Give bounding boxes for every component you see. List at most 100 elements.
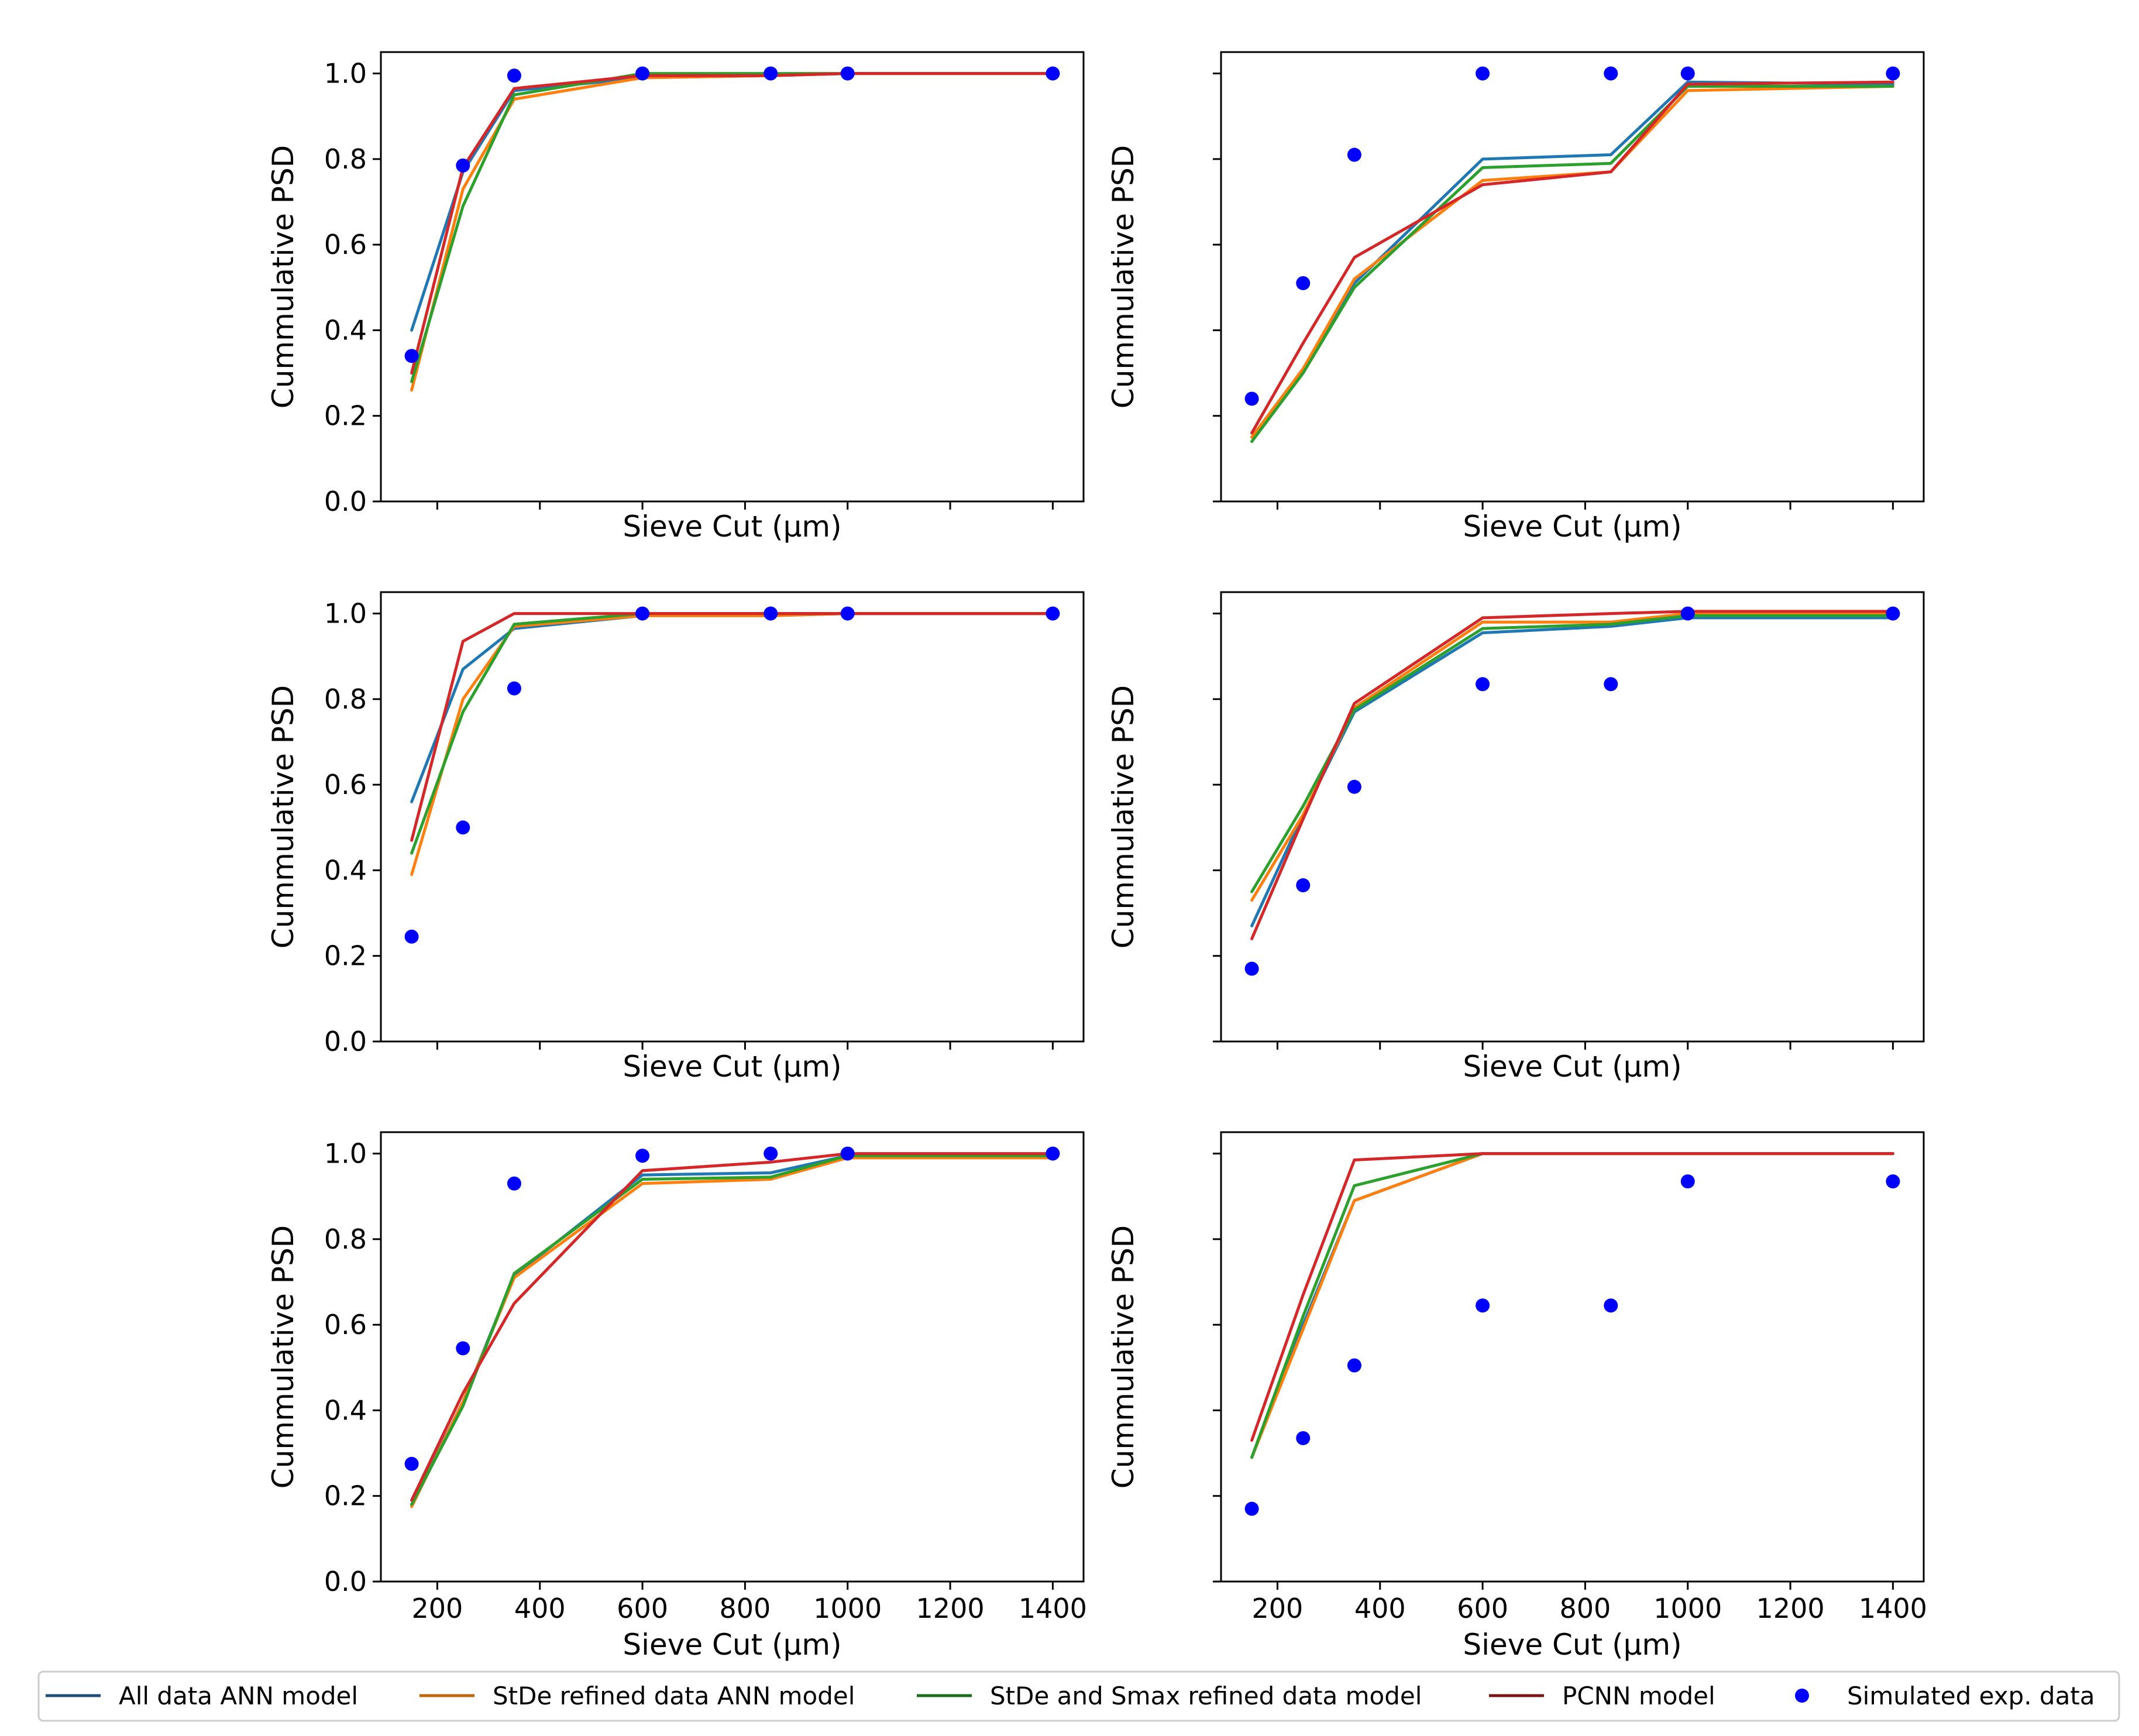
exp-data-point: [404, 929, 419, 944]
exp-data-point: [1046, 66, 1060, 81]
axes-frame: [1220, 591, 1925, 1043]
x-tick-label: 1200: [1756, 1593, 1825, 1624]
exp-data-point: [1680, 606, 1695, 621]
subplot-grid: 0.0 0.2 0.4 0.6 0.8 1.0 Sieve Cut (μm) Cummulat…: [266, 51, 1927, 1662]
exp-data-point: [1244, 391, 1259, 406]
exp-data-point: [1476, 66, 1490, 81]
x-axis-label: Sieve Cut (μm): [623, 1050, 841, 1084]
x-tick-label: 1400: [1019, 1593, 1087, 1624]
x-axis-label: Sieve Cut (μm): [1463, 510, 1681, 544]
axes-frame: [1220, 1131, 1925, 1583]
legend-frame: [37, 1670, 2120, 1722]
plot-area: [1221, 592, 1924, 1041]
exp-data-point: [1886, 606, 1900, 621]
exp-data-point: [1296, 276, 1311, 290]
subplot-2: Sieve Cut (μm) Cummulative PSD: [1106, 51, 1925, 544]
exp-data-point: [635, 66, 650, 81]
exp-data-point: [1347, 147, 1361, 162]
y-tick-label: 0.0: [324, 1026, 367, 1057]
axes-frame: [380, 591, 1085, 1043]
exp-data-point: [404, 349, 419, 363]
x-tick-label: 1000: [813, 1593, 882, 1624]
y-axis-label: Cummulative PSD: [1106, 145, 1140, 408]
exp-data-point: [1244, 1501, 1259, 1516]
legend: All data ANN model StDe refined data ANN…: [37, 1670, 2120, 1722]
y-tick-label: 0.0: [324, 1566, 367, 1597]
plot-area: [1221, 1132, 1924, 1582]
y-axis-label: Cummulative PSD: [266, 1225, 300, 1489]
y-tick-label: 0.8: [324, 143, 367, 175]
exp-data-point: [1476, 677, 1490, 692]
exp-data-point: [1680, 66, 1695, 81]
x-tick-label: 1000: [1653, 1593, 1722, 1624]
x-axis-label: Sieve Cut (μm): [1463, 1628, 1681, 1662]
y-axis-label: Cummulative PSD: [266, 685, 300, 948]
legend-label-all-data-ann: All data ANN model: [119, 1682, 358, 1710]
y-axis-label: Cummulative PSD: [266, 145, 300, 408]
y-tick-label: 0.6: [324, 769, 367, 800]
exp-data-point: [404, 1456, 419, 1471]
y-tick-label: 1.0: [324, 58, 367, 90]
exp-data-point: [1347, 1358, 1361, 1373]
y-tick-label: 0.4: [324, 1394, 367, 1426]
legend-label-stde-ann: StDe refined data ANN model: [493, 1682, 855, 1710]
x-tick-label: 400: [514, 1593, 566, 1624]
series-line-stde: [1250, 85, 1894, 439]
exp-data-point: [1886, 1174, 1900, 1189]
x-tick-label: 400: [1354, 1593, 1406, 1624]
axes-frame: [1220, 51, 1925, 503]
plot-area: [1221, 52, 1924, 501]
exp-data-point: [1604, 66, 1618, 81]
exp-data-point: [1604, 677, 1618, 692]
exp-data-point: [764, 66, 778, 81]
y-axis-label: Cummulative PSD: [1106, 685, 1140, 948]
y-axis-label: Cummulative PSD: [1106, 1225, 1140, 1489]
exp-data-point: [840, 1146, 855, 1161]
exp-data-point: [456, 158, 470, 173]
x-axis-label: Sieve Cut (μm): [1463, 1050, 1681, 1084]
exp-data-point: [1046, 1146, 1060, 1161]
y-tick-label: 0.4: [324, 854, 367, 886]
series-line-pcnn: [1250, 80, 1894, 435]
x-tick-label: 200: [412, 1593, 463, 1624]
y-tick-label: 0.8: [324, 1223, 367, 1255]
legend-label-simulated-exp: Simulated exp. data: [1847, 1682, 2095, 1710]
x-tick-label: 1200: [916, 1593, 985, 1624]
exp-data-point: [1604, 1298, 1618, 1313]
subplot-5: 0.0 0.2 0.4 0.6 0.8 1.0 200 400 600 800 1000 1200 14…: [266, 1131, 1087, 1662]
y-tick-label: 0.0: [324, 486, 367, 517]
subplot-6: 200 400 600 800 1000 1200 1400 Sieve Cut (μm) Cu…: [1106, 1131, 1927, 1662]
x-tick-label: 600: [617, 1593, 668, 1624]
plot-area: [381, 592, 1084, 1041]
exp-data-point: [456, 1341, 470, 1356]
exp-data-point: [1296, 1431, 1311, 1445]
exp-data-point: [840, 66, 855, 81]
exp-data-point: [840, 606, 855, 621]
exp-data-point: [1886, 66, 1900, 81]
exp-data-point: [1476, 1298, 1490, 1313]
legend-marker-simulated-exp: [1795, 1689, 1809, 1703]
x-tick-label: 800: [1560, 1593, 1611, 1624]
y-tick-label: 1.0: [324, 598, 367, 630]
legend-label-pcnn: PCNN model: [1562, 1682, 1715, 1710]
x-tick-label: 1400: [1859, 1593, 1927, 1624]
exp-data-point: [764, 1146, 778, 1161]
exp-data-point: [507, 1176, 521, 1191]
exp-data-point: [1680, 1174, 1695, 1189]
plot-area: [381, 1132, 1084, 1582]
exp-data-point: [456, 820, 470, 835]
x-axis-label: Sieve Cut (μm): [623, 1628, 841, 1662]
y-tick-label: 0.8: [324, 683, 367, 715]
x-tick-label: 600: [1457, 1593, 1508, 1624]
subplot-4: Sieve Cut (μm) Cummulative PSD: [1106, 591, 1925, 1084]
series-line-pcnn: [1250, 1152, 1894, 1442]
exp-data-point: [1296, 878, 1311, 893]
subplot-1: 0.0 0.2 0.4 0.6 0.8 1.0 Sieve Cut (μm) Cummulat…: [266, 51, 1085, 544]
y-tick-label: 0.4: [324, 314, 367, 346]
y-tick-label: 0.6: [324, 1309, 367, 1340]
y-tick-label: 0.2: [324, 400, 367, 432]
axes-frame: [380, 1131, 1085, 1583]
legend-label-stde-smax: StDe and Smax refined data model: [990, 1682, 1422, 1710]
y-tick-label: 0.2: [324, 940, 367, 972]
